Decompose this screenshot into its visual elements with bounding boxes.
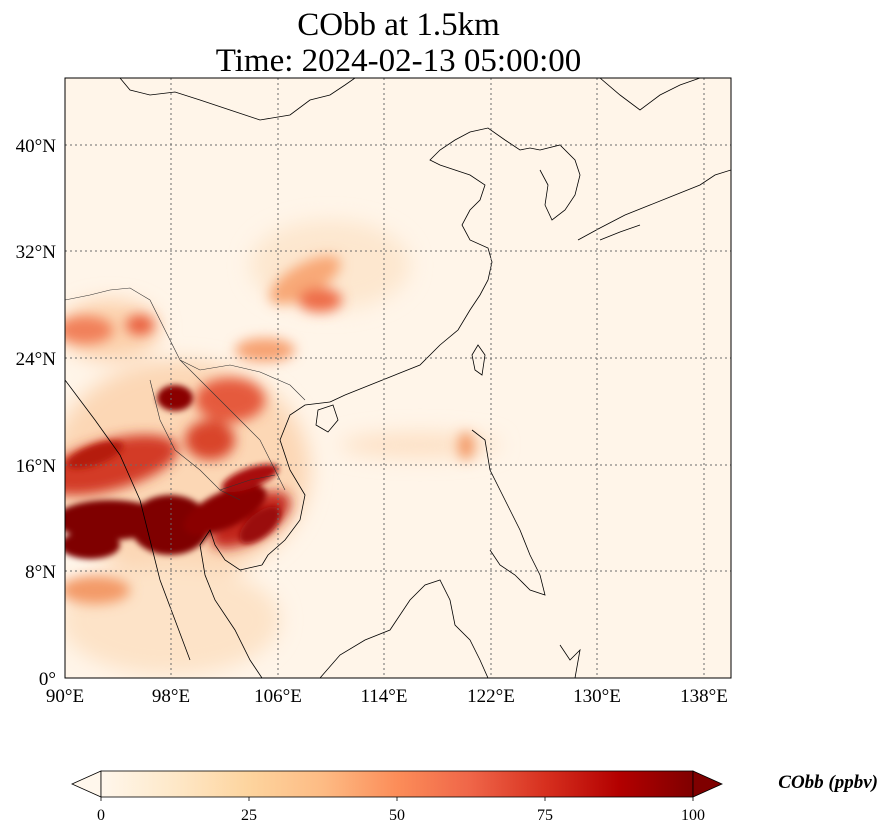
lat-tick-label: 40°N bbox=[16, 136, 57, 157]
coastline-japan-2 bbox=[599, 224, 641, 241]
colorbar-tick-label: 0 bbox=[97, 807, 105, 824]
plume-sichuan-1 bbox=[269, 255, 341, 305]
border-china-south bbox=[65, 287, 306, 401]
coastline-sulawesi bbox=[559, 644, 581, 678]
border-cambodia bbox=[219, 474, 276, 491]
coastline-philippines bbox=[471, 429, 546, 596]
coastline-taiwan bbox=[471, 344, 486, 376]
plume-cambodia-core bbox=[183, 484, 267, 536]
coastline-hainan bbox=[315, 404, 339, 433]
lon-tick-label: 130°E bbox=[573, 686, 621, 707]
colorbar-extend-min bbox=[71, 770, 102, 798]
coastline-japan bbox=[577, 169, 731, 241]
plume-yunnan bbox=[126, 315, 154, 335]
coastline-north bbox=[119, 78, 356, 121]
colorbar-tick-label: 25 bbox=[241, 807, 257, 824]
country-borders bbox=[65, 287, 306, 501]
plume-burma-south bbox=[66, 441, 124, 469]
coastline-borneo bbox=[319, 579, 489, 678]
lat-tick-labels: 0° 8°N 16°N 24°N 32°N 40°N bbox=[16, 136, 57, 690]
plume-sichuan-2 bbox=[298, 288, 342, 312]
lon-tick-labels: 90°E 98°E 106°E 114°E 122°E 130°E 138°E bbox=[46, 686, 728, 707]
plume-north-thailand bbox=[157, 385, 193, 411]
map-title: CObb at 1.5km bbox=[297, 7, 500, 43]
lat-tick-label: 32°N bbox=[16, 242, 57, 263]
lon-tick-label: 106°E bbox=[254, 686, 302, 707]
coastlines bbox=[65, 78, 731, 678]
lat-tick-label: 8°N bbox=[25, 562, 56, 583]
plume-laos-2 bbox=[185, 420, 235, 460]
colorbar-tick-label: 100 bbox=[681, 807, 705, 824]
colorbar-label: CObb (ppbv) bbox=[778, 772, 878, 793]
lat-tick-label: 24°N bbox=[16, 349, 57, 370]
coastline-andaman bbox=[65, 379, 191, 661]
colorbar-ticks bbox=[100, 797, 694, 801]
border-laos bbox=[179, 359, 286, 491]
plume-mekong-core bbox=[239, 506, 281, 544]
coastline-thailand-gulf bbox=[199, 529, 263, 678]
lon-tick-label: 114°E bbox=[361, 686, 408, 707]
coastline-northeast bbox=[599, 78, 701, 111]
colorbar-tick-label: 75 bbox=[537, 807, 553, 824]
lon-tick-label: 122°E bbox=[467, 686, 515, 707]
lat-tick-label: 0° bbox=[39, 669, 56, 690]
colorbar-tick-labels: 0 25 50 75 100 bbox=[97, 807, 705, 824]
plot-frame bbox=[64, 77, 732, 679]
plume-guangxi bbox=[235, 338, 295, 362]
coastline-korea bbox=[539, 144, 581, 221]
coastline-vietnam bbox=[261, 401, 331, 566]
plume-haze-scs-band bbox=[340, 433, 500, 457]
colorbar: 0 25 50 75 100 CObb (ppbv) bbox=[71, 770, 878, 824]
lon-tick-label: 138°E bbox=[680, 686, 728, 707]
plume-laos-1 bbox=[195, 378, 265, 422]
colorbar-extend-max bbox=[692, 770, 723, 798]
cobb-concentration-field bbox=[65, 220, 500, 675]
colorbar-body bbox=[100, 770, 694, 798]
plume-myanmar-core-2 bbox=[65, 531, 120, 559]
lon-tick-label: 98°E bbox=[152, 686, 190, 707]
map-subtitle-time: Time: 2024-02-13 05:00:00 bbox=[215, 43, 582, 79]
lon-tick-label: 90°E bbox=[46, 686, 84, 707]
border-thailand bbox=[149, 379, 241, 501]
plume-luzon bbox=[458, 432, 474, 460]
plume-andaman bbox=[65, 576, 130, 604]
lat-tick-label: 16°N bbox=[16, 456, 57, 477]
coastline-china-east bbox=[329, 127, 541, 403]
map-gridlines bbox=[65, 78, 731, 678]
colorbar-tick-label: 50 bbox=[389, 807, 405, 824]
plume-myanmar-west bbox=[65, 316, 113, 344]
